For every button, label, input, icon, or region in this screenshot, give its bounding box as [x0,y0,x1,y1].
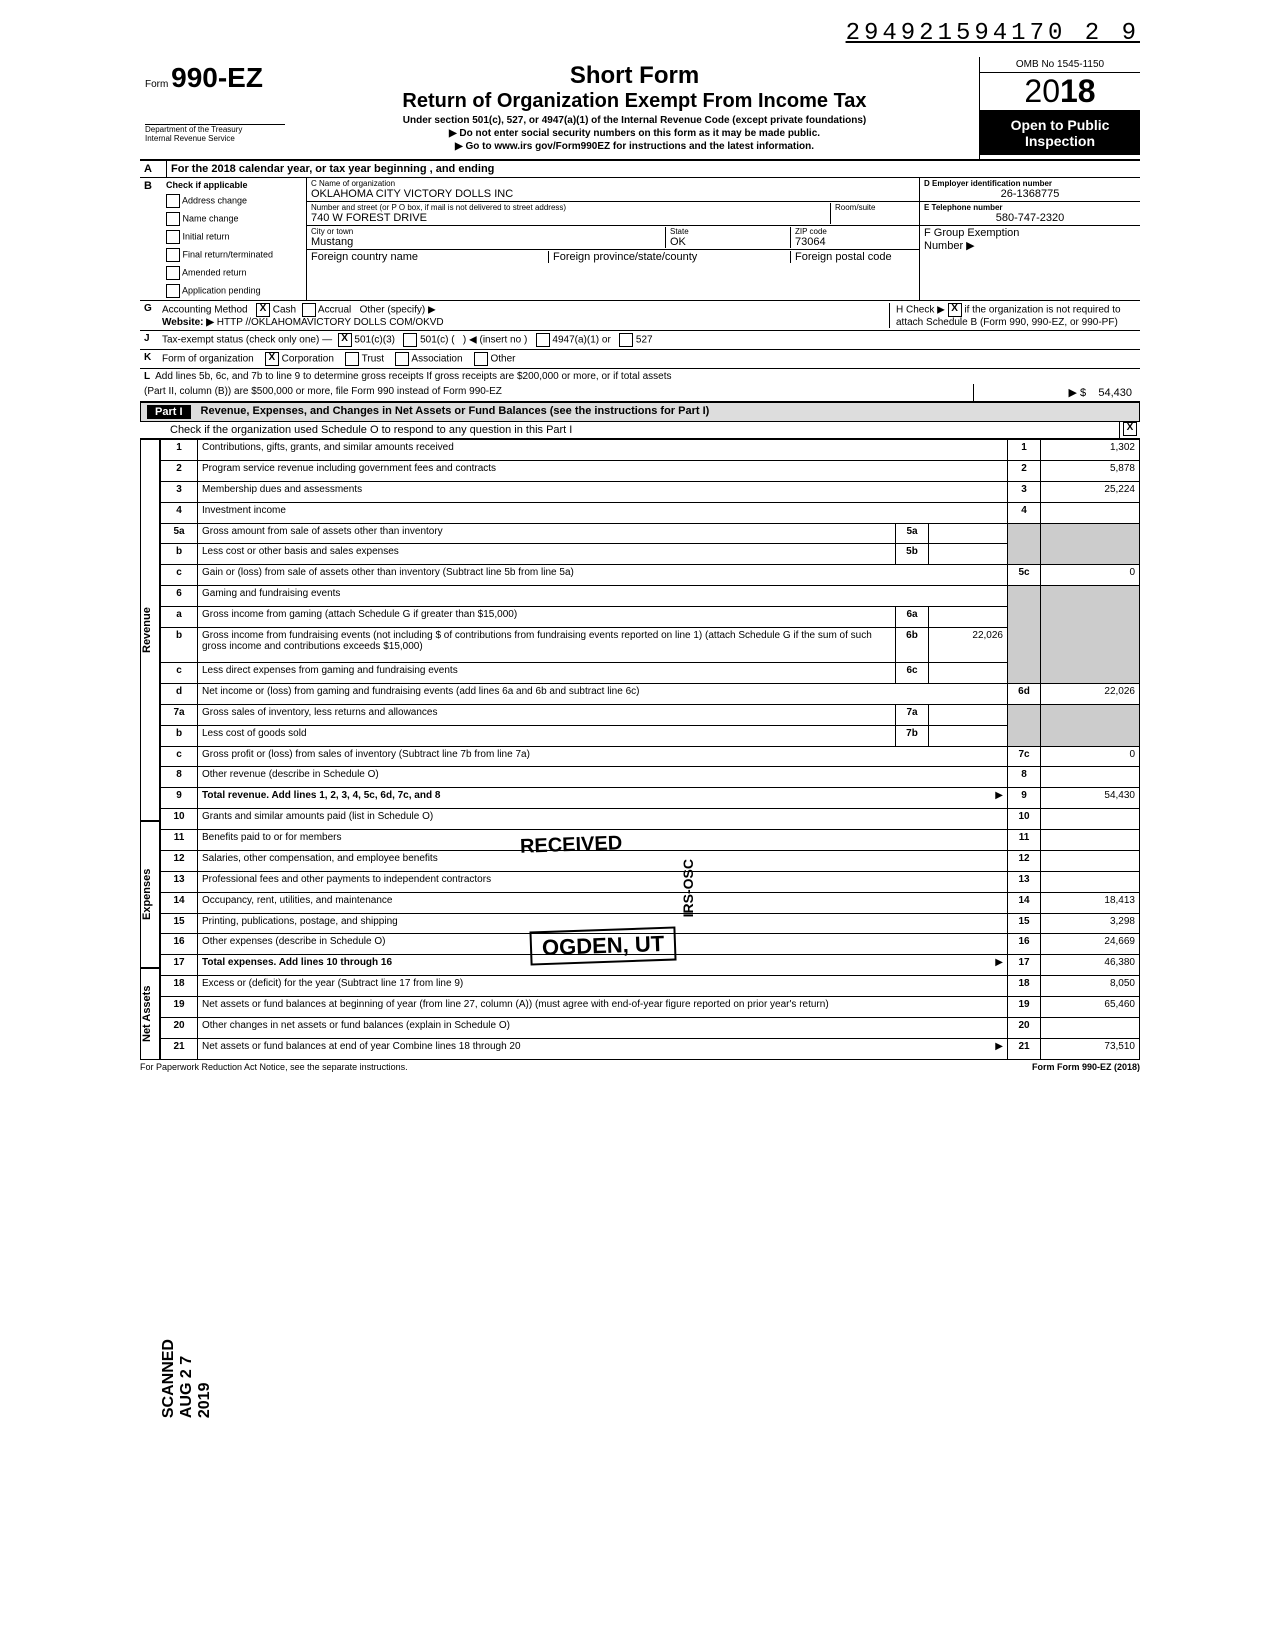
line-6b-amount: 22,026 [929,627,1008,662]
side-expenses: Expenses [140,821,160,968]
org-zip: 73064 [795,236,915,248]
line-2-amount: 5,878 [1041,460,1140,481]
checkbox-accrual[interactable] [302,303,316,317]
side-revenue: Revenue [140,439,160,821]
checkbox-application-pending[interactable] [166,284,180,298]
checkbox-trust[interactable] [345,352,359,366]
line-15-amount: 3,298 [1041,913,1140,934]
line-l: L Add lines 5b, 6c, and 7b to line 9 to … [140,369,1140,384]
line-g: Accounting Method X Cash Accrual Other (… [162,303,889,328]
ein-value: 26-1368775 [924,188,1136,200]
checkbox-corporation[interactable]: X [265,352,279,366]
line-16-amount: 24,669 [1041,934,1140,955]
line-h: H Check ▶ X if the organization is not r… [889,303,1136,328]
line-7c-amount: 0 [1041,746,1140,767]
checkbox-schedule-o[interactable]: X [1123,422,1137,436]
checkbox-cash[interactable]: X [256,303,270,317]
checkbox-name-change[interactable] [166,212,180,226]
checkbox-association[interactable] [395,352,409,366]
part-1-header: Part I Revenue, Expenses, and Changes in… [140,402,1140,422]
line-k: Form of organization X Corporation Trust… [162,352,1136,366]
line-19-amount: 65,460 [1041,997,1140,1018]
checkbox-amended-return[interactable] [166,266,180,280]
org-name: OKLAHOMA CITY VICTORY DOLLS INC [311,188,915,200]
checkbox-address-change[interactable] [166,194,180,208]
department-label: Department of the Treasury Internal Reve… [145,124,285,143]
checkbox-final-return[interactable] [166,248,180,262]
line-1-amount: 1,302 [1041,440,1140,461]
org-city: Mustang [311,236,665,248]
line-21-amount: 73,510 [1041,1038,1140,1059]
line-j: Tax-exempt status (check only one) — X 5… [162,333,1136,347]
org-address: 740 W FOREST DRIVE [311,212,830,224]
form-title-2: Return of Organization Exempt From Incom… [295,90,974,113]
side-netassets: Net Assets [140,968,160,1060]
line-18-amount: 8,050 [1041,976,1140,997]
line-a: A For the 2018 calendar year, or tax yea… [140,161,1140,178]
form-subtitle-1: Under section 501(c), 527, or 4947(a)(1)… [295,115,974,126]
form-subtitle-3: ▶ Go to www.irs gov/Form990EZ for instru… [295,141,974,152]
scanned-stamp: SCANNED AUG 2 7 2019 [160,1339,214,1418]
omb-number: OMB No 1545-1150 [980,57,1140,73]
checkbox-4947[interactable] [536,333,550,347]
org-state: OK [670,236,790,248]
line-5c-amount: 0 [1041,565,1140,586]
line-d-label: D Employer identification number [924,179,1136,188]
checkbox-initial-return[interactable] [166,230,180,244]
checkbox-other-org[interactable] [474,352,488,366]
website-value: HTTP //OKLAHOMAVICTORY DOLLS COM/OKVD [217,317,444,328]
form-subtitle-2: ▶ Do not enter social security numbers o… [295,128,974,139]
open-to-public: Open to Public Inspection [980,111,1140,155]
checkbox-527[interactable] [619,333,633,347]
checkbox-501c3[interactable]: X [338,333,352,347]
line-e-label: E Telephone number [924,203,1136,212]
checkbox-h[interactable]: X [948,303,962,317]
form-number: Form 990-EZ [145,62,285,94]
line-6d-amount: 22,026 [1041,683,1140,704]
form-header: Form 990-EZ Department of the Treasury I… [140,57,1140,161]
phone-value: 580-747-2320 [924,212,1136,224]
lines-table: 1Contributions, gifts, grants, and simil… [160,439,1140,1060]
line-b-checkboxes: Check if applicable Address change Name … [166,178,306,300]
tax-year: 2018 [980,73,1140,111]
line-17-amount: 46,380 [1041,955,1140,976]
line-14-amount: 18,413 [1041,892,1140,913]
form-title-1: Short Form [295,62,974,90]
line-f-label: F Group Exemption [924,227,1136,239]
gross-receipts: 54,430 [1098,387,1132,399]
footer-left: For Paperwork Reduction Act Notice, see … [140,1062,408,1072]
footer-right: Form Form 990-EZ (2018) [1032,1062,1140,1072]
line-9-amount: 54,430 [1041,788,1140,809]
checkbox-501c[interactable] [403,333,417,347]
document-id: 294921594170 2 9 [140,20,1140,47]
line-4-amount [1041,502,1140,523]
line-3-amount: 25,224 [1041,481,1140,502]
line-c-org-info: C Name of organization OKLAHOMA CITY VIC… [306,178,919,300]
part-1-check-text: Check if the organization used Schedule … [140,422,1119,438]
